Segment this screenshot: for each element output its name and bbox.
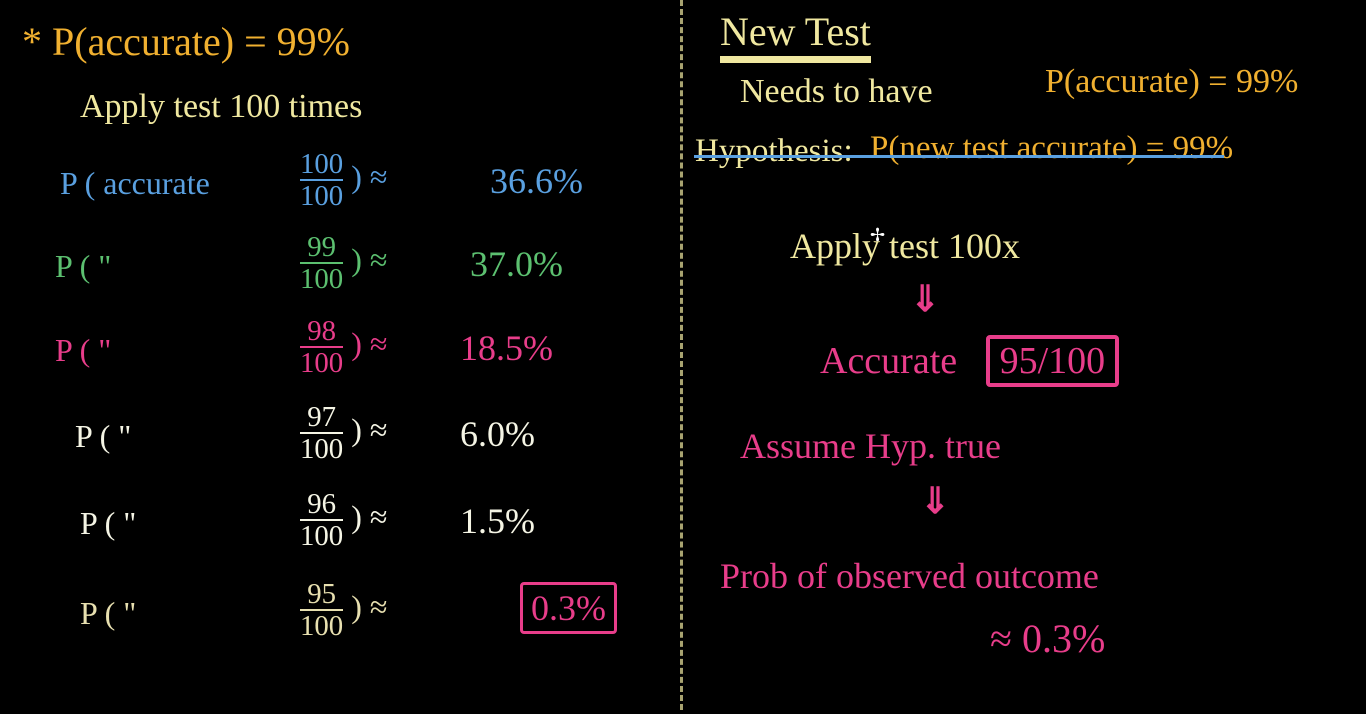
row-close: ) ≈ — [351, 326, 387, 362]
frac-den: 100 — [300, 346, 343, 378]
title-text: New Test — [720, 9, 871, 58]
frac-num: 100 — [300, 150, 343, 179]
row-label: P ( " — [55, 332, 111, 368]
right-needs-eq: P(accurate) = 99% — [1045, 63, 1298, 101]
right-accurate: Accurate 95/100 — [820, 335, 1119, 387]
accurate-label: Accurate — [820, 340, 957, 382]
frac-num: 98 — [300, 317, 343, 346]
row-close: ) ≈ — [351, 159, 387, 195]
row-97-frac: 97100 ) ≈ — [300, 403, 387, 464]
row-100: P ( accurate — [60, 165, 210, 202]
row-label: P ( " — [80, 595, 136, 631]
row-95: P ( " — [80, 595, 136, 632]
right-hyp-eq: P(new test accurate) = 99% — [870, 130, 1233, 167]
row-99-frac: 99100 ) ≈ — [300, 233, 387, 294]
frac-den: 100 — [300, 179, 343, 211]
row-96: P ( " — [80, 505, 136, 542]
row-95-frac: 95100 ) ≈ — [300, 580, 387, 641]
right-title: New Test — [720, 8, 871, 55]
left-title: * P(accurate) = 99% — [22, 18, 350, 65]
row-label: P ( " — [80, 505, 136, 541]
hypothesis-strike — [694, 155, 1224, 158]
frac-num: 99 — [300, 233, 343, 262]
row-label: P ( " — [55, 248, 111, 284]
right-hyp-label: Hypothesis: — [695, 133, 853, 170]
row-96-frac: 96100 ) ≈ — [300, 490, 387, 551]
row-close: ) ≈ — [351, 589, 387, 625]
right-assume: Assume Hyp. true — [740, 425, 1001, 467]
row-98-frac: 98100 ) ≈ — [300, 317, 387, 378]
right-prob2: ≈ 0.3% — [990, 615, 1105, 662]
boxed-value: 0.3% — [520, 582, 617, 634]
row-96-val: 1.5% — [460, 500, 535, 542]
down-arrow-2: ⇓ — [920, 480, 950, 522]
frac-den: 100 — [300, 519, 343, 551]
frac-den: 100 — [300, 432, 343, 464]
frac-den: 100 — [300, 262, 343, 294]
row-close: ) ≈ — [351, 412, 387, 448]
row-close: ) ≈ — [351, 242, 387, 278]
row-100-frac: 100100 ) ≈ — [300, 150, 387, 211]
center-divider — [680, 0, 683, 710]
row-99-val: 37.0% — [470, 243, 563, 285]
accurate-box: 95/100 — [986, 335, 1120, 387]
down-arrow-1: ⇓ — [910, 278, 940, 320]
row-close: ) ≈ — [351, 499, 387, 535]
right-prob1: Prob of observed outcome — [720, 555, 1099, 597]
row-95-val: 0.3% — [520, 582, 617, 634]
frac-den: 100 — [300, 609, 343, 641]
right-apply: Apply test 100x — [790, 225, 1020, 267]
row-label: P ( " — [75, 418, 131, 454]
frac-num: 95 — [300, 580, 343, 609]
cursor-icon: ✢ — [870, 225, 885, 246]
title-text: P(accurate) = 99% — [52, 19, 350, 64]
frac-num: 97 — [300, 403, 343, 432]
row-100-val: 36.6% — [490, 160, 583, 202]
row-97: P ( " — [75, 418, 131, 455]
blackboard: * P(accurate) = 99% Apply test 100 times… — [0, 0, 1366, 714]
row-label: P ( accurate — [60, 165, 210, 201]
row-98: P ( " — [55, 332, 111, 369]
row-97-val: 6.0% — [460, 413, 535, 455]
frac-num: 96 — [300, 490, 343, 519]
right-needs: Needs to have — [740, 73, 933, 111]
row-98-val: 18.5% — [460, 327, 553, 369]
asterisk: * — [22, 19, 42, 64]
left-apply: Apply test 100 times — [80, 88, 362, 126]
row-99: P ( " — [55, 248, 111, 285]
